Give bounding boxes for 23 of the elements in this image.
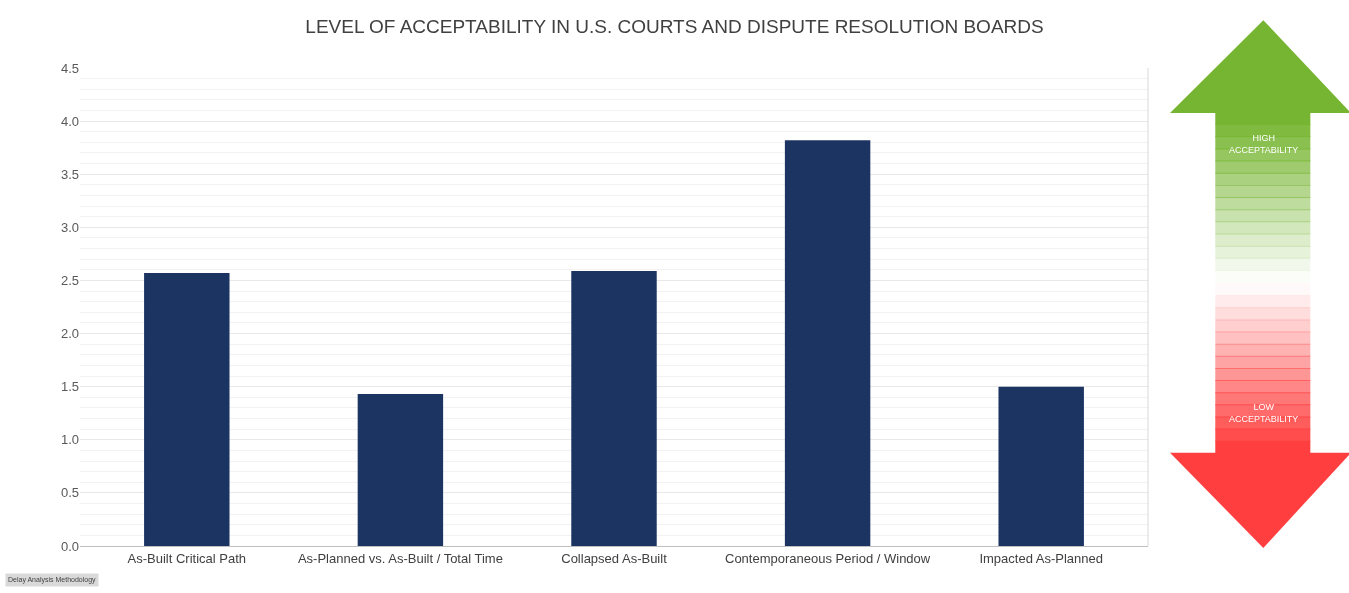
y-tick-label: 0.5: [60, 485, 79, 501]
y-tick-label: 1.5: [60, 379, 79, 395]
y-tick-label: 3.0: [60, 219, 79, 235]
bar: [784, 140, 871, 546]
y-tick-label: 2.0: [60, 326, 79, 342]
y-tick-label: 2.5: [60, 272, 79, 288]
y-tick-label: 1.0: [60, 432, 79, 448]
y-tick-label: 3.5: [60, 166, 79, 182]
bar: [357, 394, 444, 546]
x-tick-label: As-Built Critical Path: [127, 550, 247, 566]
y-tick-label: 4.5: [60, 60, 79, 76]
text: LOW ACCEPTABILITY: [1229, 402, 1299, 424]
text: HIGH ACCEPTABILITY: [1229, 133, 1299, 155]
y-tick-label: 0.0: [60, 538, 79, 554]
bar: [144, 273, 230, 546]
bar: [571, 270, 657, 546]
x-tick-label: Collapsed As-Built: [561, 550, 668, 566]
x-tick-label: As-Planned vs. As-Built / Total Time: [297, 550, 503, 566]
bar: [998, 386, 1084, 546]
x-tick-label: Contemporaneous Period / Window: [724, 550, 931, 566]
chart-title: LEVEL OF ACCEPTABILITY IN U.S. COURTS AND DISPUTE RESOLUTION BOARDS: [305, 16, 1044, 38]
y-tick-label: 4.0: [60, 113, 79, 129]
x-tick-label: Impacted As-Planned: [979, 550, 1103, 566]
